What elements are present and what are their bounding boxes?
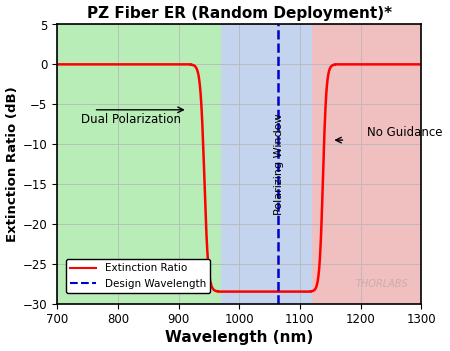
Text: No Guidance: No Guidance — [367, 126, 442, 139]
Text: Polarizing Window: Polarizing Window — [274, 113, 284, 215]
Text: Dual Polarization: Dual Polarization — [81, 113, 181, 126]
Bar — [312, 25, 421, 304]
Bar — [57, 25, 221, 304]
Title: PZ Fiber ER (Random Deployment)*: PZ Fiber ER (Random Deployment)* — [87, 6, 392, 21]
Text: THORLABS: THORLABS — [356, 279, 408, 289]
Bar — [221, 25, 312, 304]
Y-axis label: Extinction Ratio (dB): Extinction Ratio (dB) — [5, 86, 18, 242]
Legend: Extinction Ratio, Design Wavelength: Extinction Ratio, Design Wavelength — [66, 259, 210, 293]
X-axis label: Wavelength (nm): Wavelength (nm) — [165, 330, 313, 345]
